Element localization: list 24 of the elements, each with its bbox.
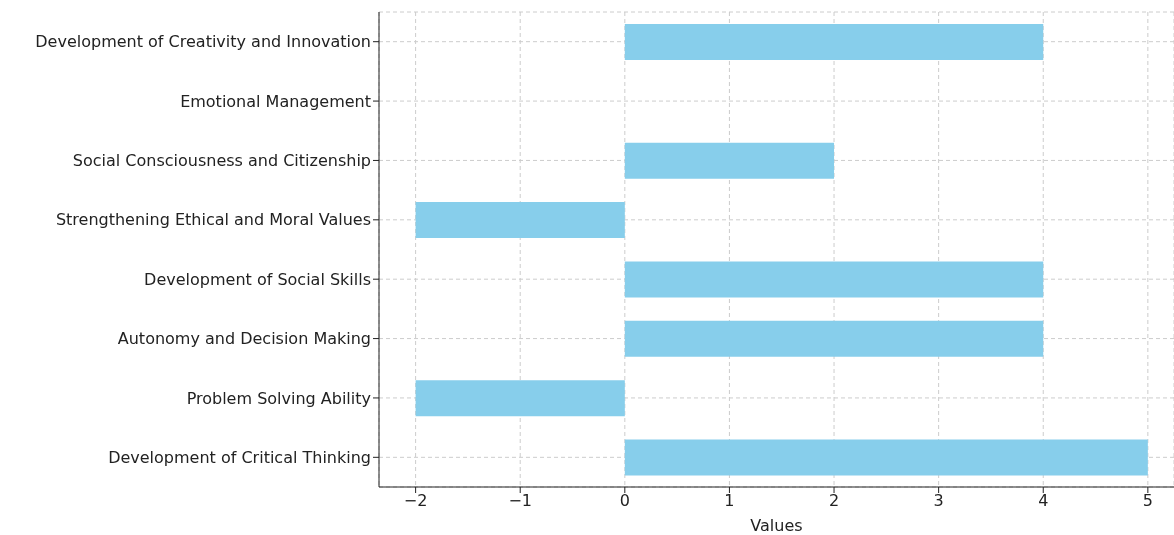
x-tick-label: 3 <box>933 491 944 511</box>
y-tick-label: Emotional Management <box>180 91 371 111</box>
x-tick-label: −2 <box>403 491 428 511</box>
bar <box>624 439 1148 476</box>
bar <box>624 320 1044 357</box>
bar <box>415 202 625 238</box>
bar <box>624 23 1044 60</box>
bar <box>624 261 1044 298</box>
bar <box>415 380 625 417</box>
y-tick-label: Problem Solving Ability <box>186 388 371 408</box>
bar <box>624 142 835 179</box>
y-tick-label: Social Consciousness and Citizenship <box>72 151 371 171</box>
y-tick-label: Development of Creativity and Innovation <box>35 32 371 52</box>
y-tick-label: Autonomy and Decision Making <box>117 329 371 349</box>
y-tick-label: Development of Critical Thinking <box>108 447 371 467</box>
x-tick-label: 1 <box>724 491 735 511</box>
x-tick-label: 5 <box>1142 491 1153 511</box>
x-tick-label: 4 <box>1038 491 1049 511</box>
y-tick-label: Strengthening Ethical and Moral Values <box>55 210 371 230</box>
x-tick-label: 0 <box>619 491 630 511</box>
x-axis-title: Values <box>750 516 803 535</box>
y-tick-label: Development of Social Skills <box>144 269 371 289</box>
x-tick-label: 2 <box>828 491 840 511</box>
x-tick-label: −1 <box>508 491 533 511</box>
